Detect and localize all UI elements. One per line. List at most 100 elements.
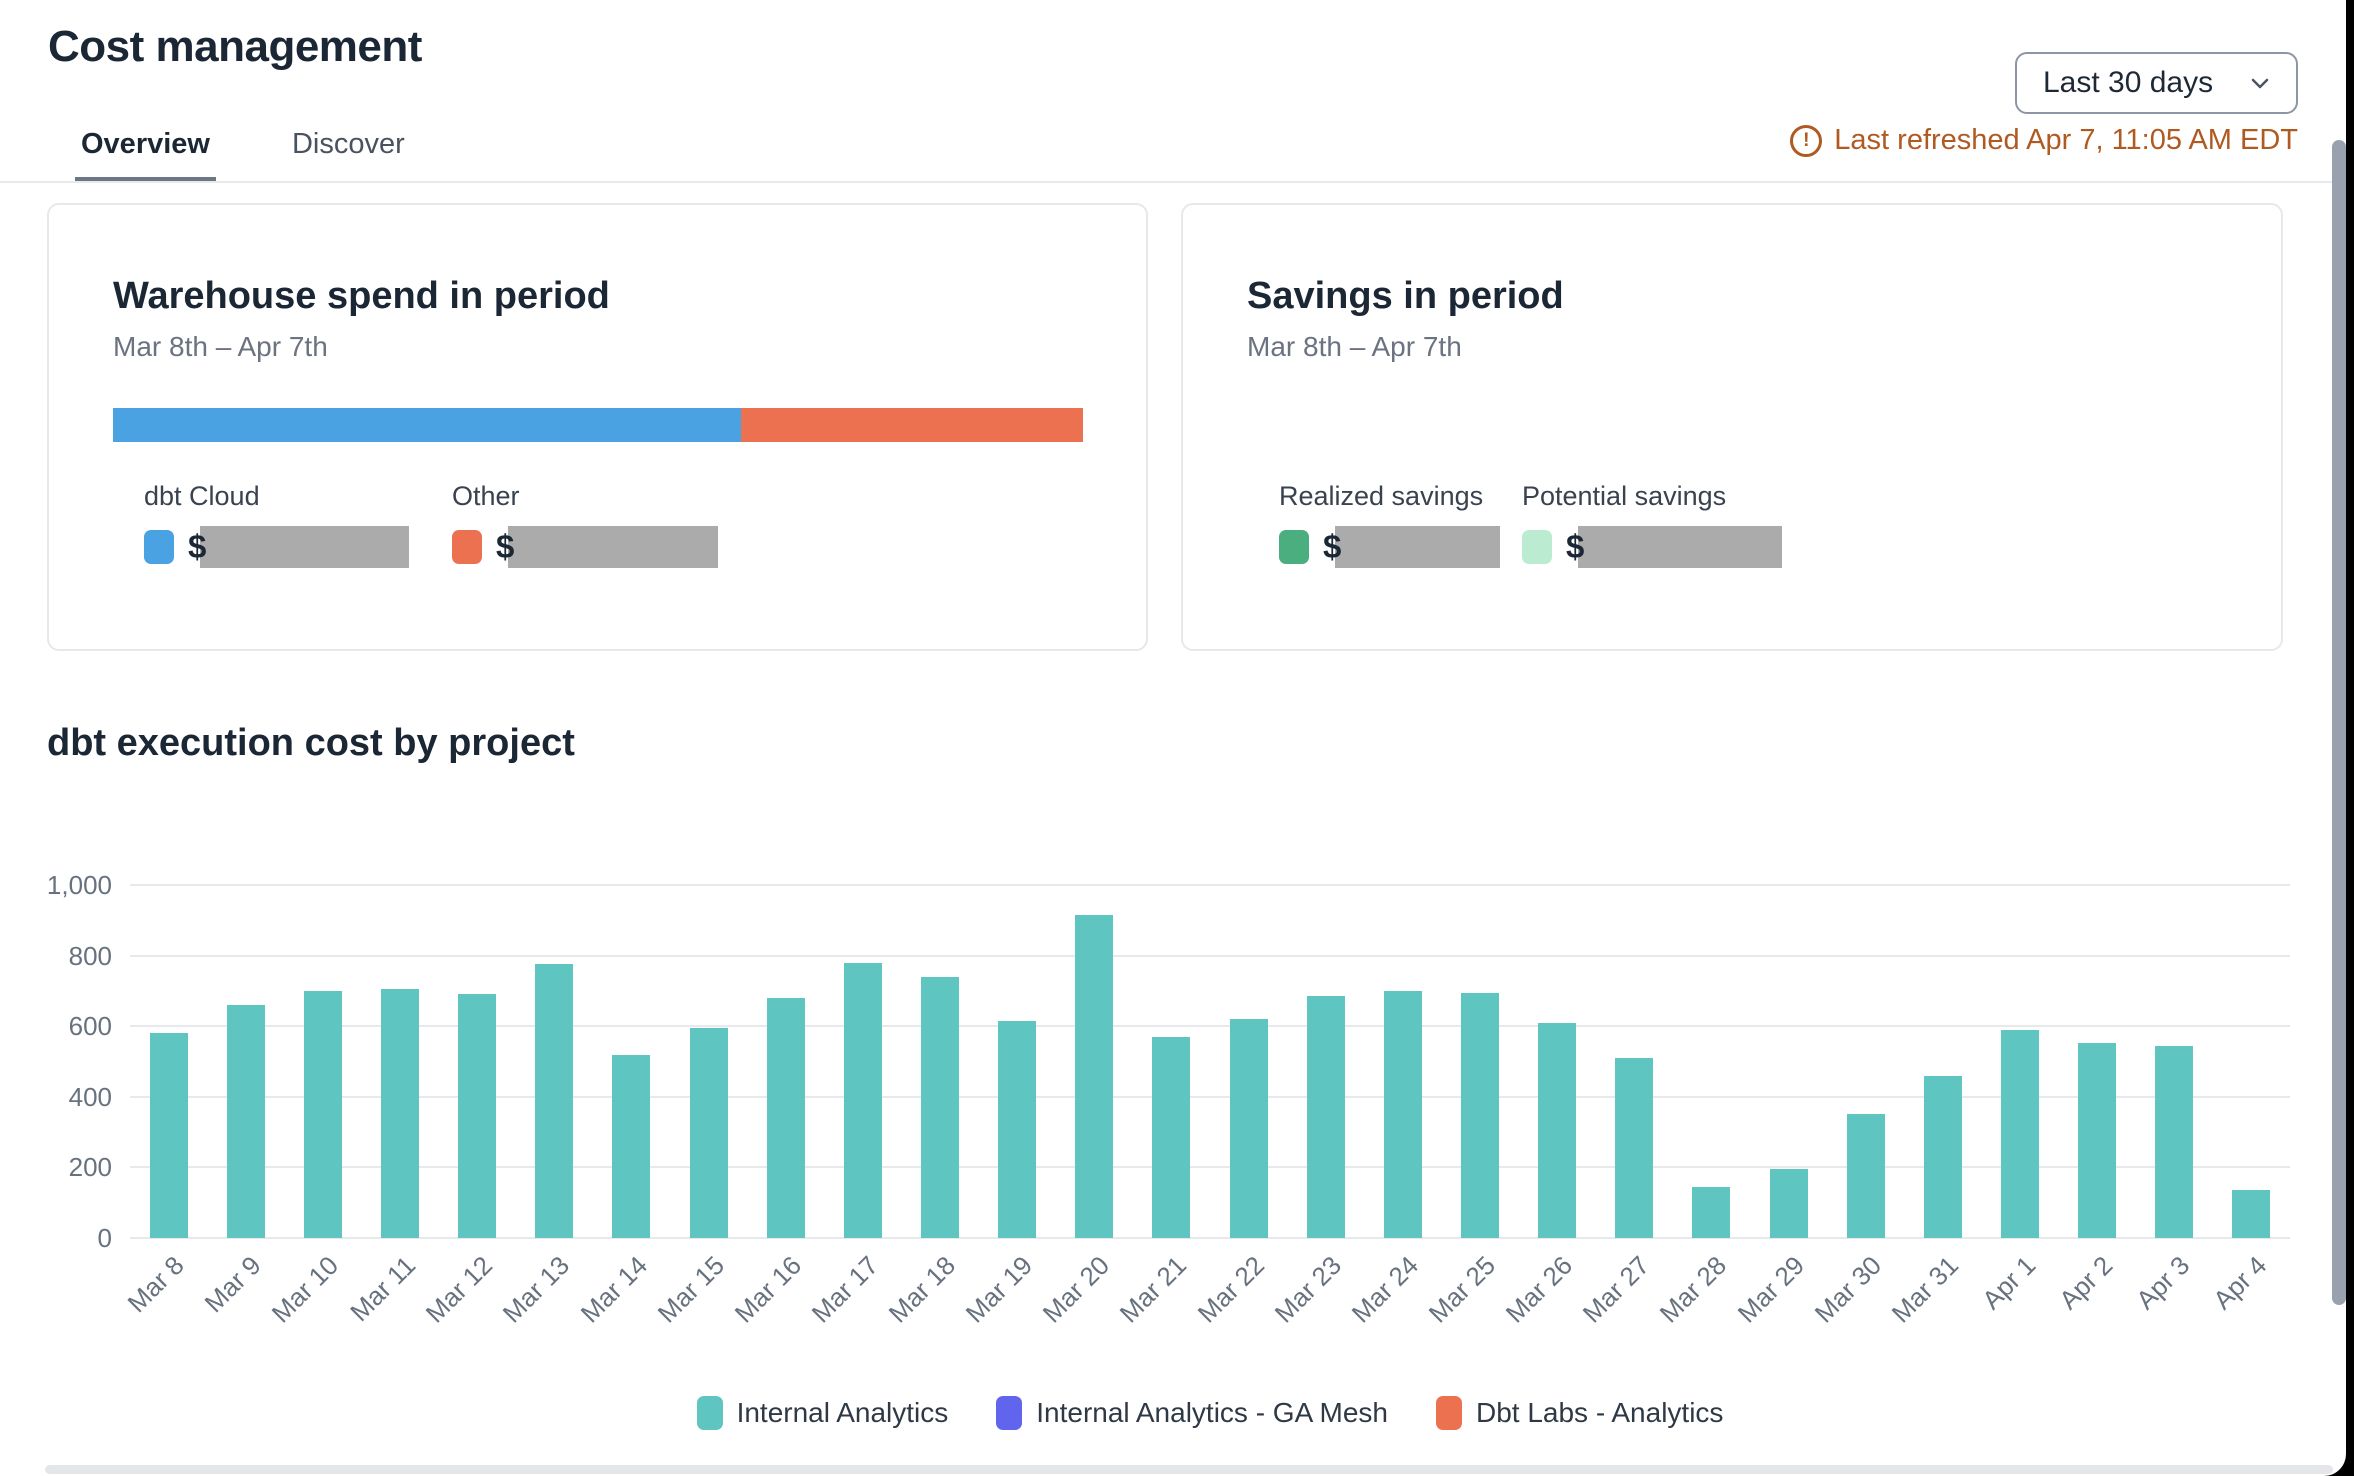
bar-mar-30[interactable] [1846, 1114, 1885, 1238]
legend-label: dbt Cloud [144, 481, 260, 511]
x-slot: Apr 1 [1976, 1240, 2058, 1350]
bar-apr-2[interactable] [2078, 1043, 2117, 1238]
horizontal-scrollbar[interactable] [45, 1465, 2333, 1474]
grid-line [130, 884, 2290, 886]
x-slot: Mar 16 [728, 1240, 824, 1350]
bar-mar-28[interactable] [1692, 1186, 1731, 1238]
savings-legend-potential: Potential savings $ [1522, 481, 1783, 568]
x-tick-label: Apr 2 [2053, 1250, 2119, 1316]
y-tick-label: 200 [68, 1152, 112, 1183]
bar-mar-27[interactable] [1615, 1057, 1654, 1238]
x-tick-label: Apr 4 [2207, 1250, 2273, 1316]
bar-mar-26[interactable] [1538, 1022, 1577, 1238]
spend-segment-other[interactable] [740, 408, 1083, 442]
bar-slot [901, 885, 978, 1238]
x-slot: Mar 29 [1731, 1240, 1827, 1350]
bar-slot [1133, 885, 1210, 1238]
bar-mar-19[interactable] [998, 1020, 1037, 1238]
grid-line [130, 1237, 2290, 1239]
tab-discover[interactable]: Discover [291, 128, 405, 160]
x-slot: Mar 9 [199, 1240, 284, 1350]
x-slot: Mar 27 [1577, 1240, 1673, 1350]
x-slot: Mar 14 [574, 1240, 670, 1350]
bar-mar-13[interactable] [535, 964, 574, 1238]
bar-mar-9[interactable] [226, 1005, 265, 1238]
redacted-value-box [508, 526, 719, 568]
spend-segment-dbt-cloud[interactable] [113, 408, 741, 442]
bar-apr-3[interactable] [2155, 1045, 2194, 1238]
x-slot: Mar 15 [651, 1240, 747, 1350]
period-dropdown[interactable]: Last 30 days [2015, 52, 2298, 114]
y-axis: 0 200 400 600 800 1,000 [0, 870, 112, 1253]
chart-heading: dbt execution cost by project [47, 722, 575, 764]
x-axis: Mar 8 Mar 9 Mar 10 Mar 11 Mar 12 Mar 13 Mar 14… [122, 1240, 2290, 1350]
x-slot: Mar 20 [1037, 1240, 1133, 1350]
bar-mar-25[interactable] [1460, 992, 1499, 1238]
bar-mar-29[interactable] [1769, 1169, 1808, 1238]
bar-mar-22[interactable] [1229, 1019, 1268, 1238]
x-slot: Mar 19 [960, 1240, 1056, 1350]
spend-stacked-bar[interactable] [113, 408, 1083, 442]
tab-bar: Overview Discover [75, 128, 411, 183]
legend-value-row: $ [452, 526, 719, 568]
color-chip-other [452, 530, 482, 564]
bar-apr-1[interactable] [2000, 1029, 2039, 1238]
legend-chip [696, 1396, 723, 1430]
bar-mar-10[interactable] [303, 990, 342, 1238]
y-tick-label: 1,000 [46, 870, 112, 900]
x-slot: Mar 31 [1886, 1240, 1981, 1350]
legend-name: Internal Analytics [736, 1397, 949, 1428]
bar-slot [1287, 885, 1364, 1238]
alert-icon: ! [1790, 124, 1823, 157]
legend-value-row: $ [1522, 526, 1783, 568]
bar-mar-31[interactable] [1923, 1075, 1962, 1238]
bar-slot [1827, 885, 1904, 1238]
x-slot: Mar 8 [122, 1240, 207, 1350]
header-divider [0, 181, 2346, 183]
redacted-value-box [1578, 526, 1783, 568]
x-tick-label: Apr 1 [1976, 1250, 2042, 1316]
card-date-range: Mar 8th – Apr 7th [1247, 331, 1462, 362]
y-tick-label: 400 [68, 1081, 112, 1112]
legend-label: Potential savings [1522, 481, 1727, 511]
bar-slot [1519, 885, 1596, 1238]
tab-overview[interactable]: Overview [75, 128, 216, 183]
bar-mar-17[interactable] [843, 962, 882, 1238]
bar-mar-14[interactable] [612, 1055, 651, 1238]
bar-mar-24[interactable] [1383, 990, 1422, 1238]
bars-row [130, 885, 2290, 1238]
bar-mar-8[interactable] [149, 1033, 188, 1238]
bar-slot [670, 885, 747, 1238]
bar-mar-16[interactable] [766, 997, 805, 1238]
bar-mar-20[interactable] [1075, 915, 1114, 1238]
spend-legend-dbt-cloud: dbt Cloud $ [144, 481, 410, 568]
x-slot: Mar 30 [1808, 1240, 1904, 1350]
x-tick-label: Apr 3 [2130, 1250, 2196, 1316]
bar-mar-15[interactable] [689, 1027, 728, 1238]
x-tick-label: Mar 8 [121, 1250, 190, 1319]
bar-mar-11[interactable] [380, 989, 419, 1238]
legend-item-internal-analytics-ga-mesh: Internal Analytics - GA Mesh [996, 1396, 1388, 1430]
bar-mar-18[interactable] [920, 976, 959, 1238]
dollar-sign: $ [496, 528, 515, 565]
legend-name: Dbt Labs - Analytics [1475, 1397, 1724, 1428]
vertical-scrollbar-thumb[interactable] [2332, 140, 2346, 1305]
bar-mar-23[interactable] [1306, 996, 1345, 1238]
bar-slot [207, 885, 284, 1238]
bar-apr-4[interactable] [2232, 1190, 2271, 1238]
warehouse-spend-card: Warehouse spend in period Mar 8th – Apr … [47, 203, 1148, 651]
bar-slot [1673, 885, 1750, 1238]
x-slot: Mar 21 [1114, 1240, 1210, 1350]
x-slot: Mar 28 [1654, 1240, 1750, 1350]
bar-mar-12[interactable] [458, 994, 497, 1238]
bar-slot [1364, 885, 1441, 1238]
bar-slot [361, 885, 438, 1238]
savings-legend-realized: Realized savings $ [1279, 481, 1501, 568]
bar-slot [2136, 885, 2213, 1238]
bar-mar-21[interactable] [1152, 1036, 1191, 1238]
y-tick-label: 0 [97, 1223, 112, 1253]
color-chip-realized-savings [1279, 530, 1309, 564]
bar-slot [1904, 885, 1981, 1238]
